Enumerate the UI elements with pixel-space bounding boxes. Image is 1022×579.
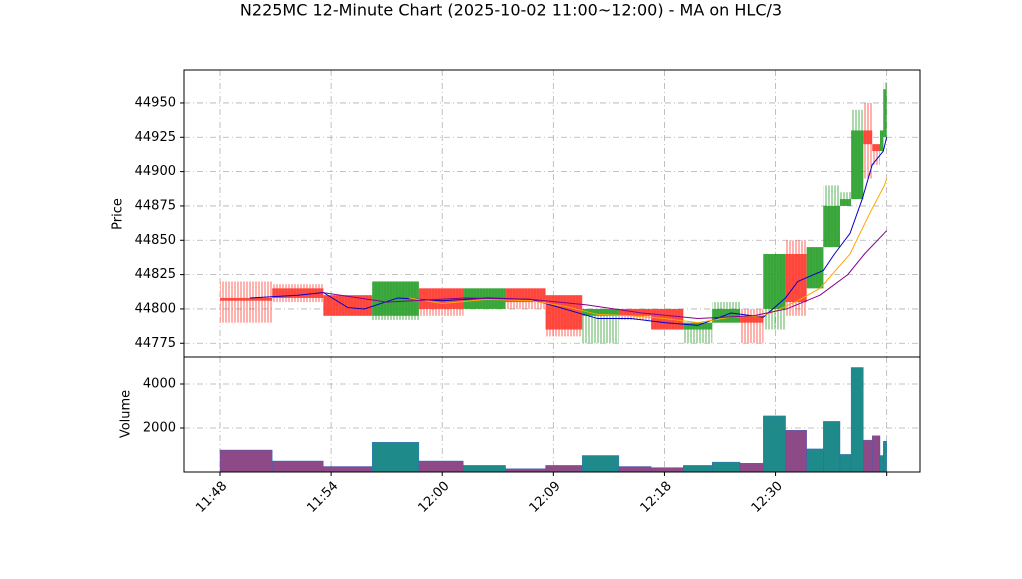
ma-line (408, 178, 888, 324)
candle-body (823, 205, 840, 248)
volume-bar (839, 454, 852, 473)
volume-bar (683, 465, 713, 473)
plot-area: 11:48 11:54 12:00 12:09 12:18 12:30 44775 44800… (135, 70, 920, 516)
volume-bar (219, 449, 273, 473)
y-tick-label: 44825 (135, 267, 176, 282)
candle-body (582, 308, 619, 316)
candle-wick (220, 281, 273, 323)
y-tick-label: 44775 (135, 336, 176, 351)
candle-body (840, 199, 852, 206)
candle-body (883, 89, 887, 138)
volume-bar (850, 367, 864, 473)
y2-tick-label: 2000 (143, 420, 176, 435)
volume-bar (582, 455, 620, 473)
candle-body (785, 254, 807, 303)
candle-body (272, 288, 324, 298)
volume-bar (806, 448, 824, 473)
y2-tick-label: 4000 (143, 376, 176, 391)
x-tick-label: 11:48 (193, 479, 230, 516)
volume-bar (650, 467, 684, 473)
volume-bar (545, 465, 583, 473)
chart-title: N225MC 12-Minute Chart (2025-10-02 11:00… (240, 1, 782, 20)
candle-body (851, 130, 864, 200)
ma-line (249, 137, 888, 326)
x-tick-label: 12:09 (527, 479, 564, 516)
x-tick-label: 12:18 (638, 479, 675, 516)
volume-bar (739, 462, 764, 473)
candle-body (220, 297, 273, 301)
volume-bar (372, 442, 420, 473)
candle-wick (872, 144, 880, 165)
y-tick-label: 44925 (135, 130, 176, 145)
volume-bar (879, 455, 884, 473)
candle-body (418, 288, 464, 309)
volume-bar (763, 415, 786, 473)
candle-body (712, 308, 740, 323)
volume-bar (872, 435, 881, 473)
candle-body (323, 295, 373, 316)
volume-bar (272, 460, 324, 473)
candle-body (763, 254, 786, 309)
y-tick-label: 44875 (135, 198, 176, 213)
y2-axis-label: Volume (119, 390, 134, 438)
candle-body (880, 130, 884, 152)
candle-body (740, 315, 764, 323)
volume-bar (785, 429, 807, 473)
candle-body (683, 322, 713, 330)
x-tick-label: 12:00 (415, 479, 452, 516)
y-tick-label: 44950 (135, 95, 176, 110)
volume-bar (323, 466, 373, 473)
volume-bar (823, 421, 841, 473)
volume-bar (463, 465, 506, 473)
volume-bar (618, 466, 652, 473)
y-tick-label: 44800 (135, 301, 176, 316)
y-axis-label: Price (111, 198, 126, 230)
candle-body (863, 130, 873, 145)
x-tick-label: 12:30 (749, 479, 786, 516)
volume-bar (883, 440, 887, 473)
volume-bar (418, 460, 464, 473)
volume-frame (183, 356, 921, 473)
candle-body (806, 247, 824, 289)
ma-line (322, 230, 888, 320)
y-tick-label: 44900 (135, 164, 176, 179)
y-tick-label: 44850 (135, 233, 176, 248)
volume-bar (712, 461, 741, 473)
volume-bar (863, 439, 873, 473)
x-tick-label: 11:54 (304, 479, 341, 516)
candle-body (872, 144, 880, 152)
